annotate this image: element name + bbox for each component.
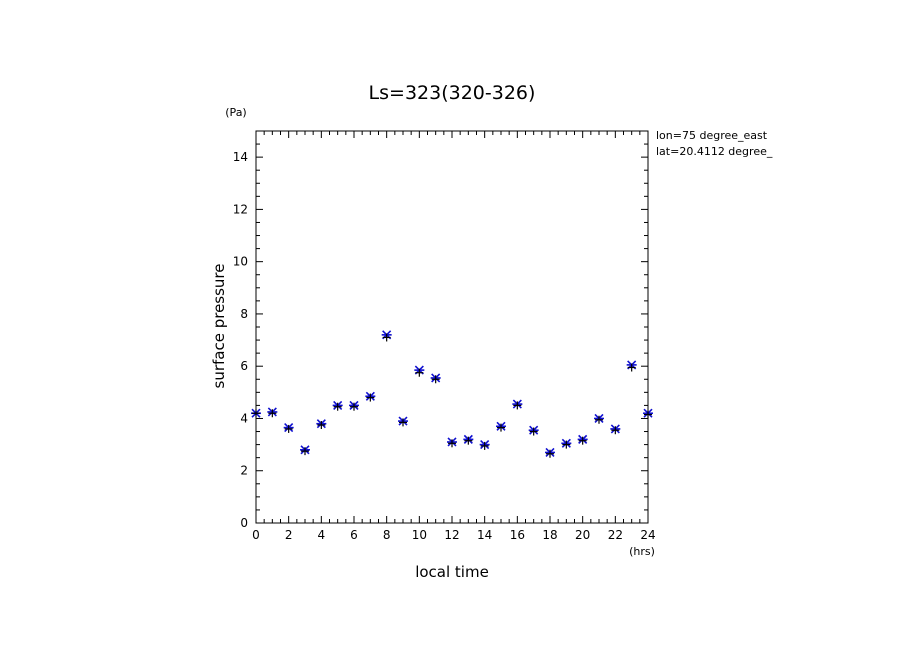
data-point-plus [627,363,636,372]
x-tick-label: 20 [575,528,590,542]
data-point-plus [301,447,309,456]
y-tick-label: 14 [233,150,248,164]
data-point-plus [252,409,260,418]
y-axis-label: surface pressure [210,264,228,389]
x-axis-label: local time [415,563,489,581]
data-point-plus [480,441,489,450]
y-tick-label: 12 [233,202,248,216]
x-tick-label: 6 [350,528,358,542]
x-tick-label: 14 [477,528,492,542]
data-marks [251,330,653,458]
data-point-plus [268,409,277,418]
y-tick-label: 4 [240,411,248,425]
x-tick-label: 16 [510,528,525,542]
axis-ticks [255,130,649,524]
x-unit-label: (hrs) [629,545,655,558]
data-point-plus [333,402,342,411]
x-tick-label: 12 [444,528,459,542]
data-point-plus [497,423,505,432]
data-point-plus [415,368,424,377]
chart-title: Ls=323(320-326) [369,82,536,104]
data-point-plus [448,439,456,448]
y-tick-label: 2 [240,464,248,478]
x-tick-label: 24 [640,528,655,542]
y-tick-label: 10 [233,255,248,269]
data-point-plus [382,333,391,342]
y-unit-label: (Pa) [225,106,246,119]
x-tick-label: 0 [252,528,260,542]
x-tick-label: 8 [383,528,391,542]
y-tick-label: 6 [240,359,248,373]
data-point-plus [595,415,603,424]
y-tick-label: 8 [240,307,248,321]
data-point-plus [611,426,620,435]
data-point-plus [529,427,538,436]
data-point-plus [464,436,473,445]
x-tick-label: 2 [285,528,293,542]
data-point-plus [366,393,375,402]
data-point-plus [431,375,440,384]
plot-frame [255,130,649,524]
x-tick-label: 10 [412,528,427,542]
data-point-plus [644,410,652,419]
y-tick-label: 0 [240,516,248,530]
data-point-plus [399,418,407,427]
x-tick-label: 4 [318,528,326,542]
data-point-plus [513,401,522,410]
data-point-plus [317,421,326,429]
data-point-plus [562,440,571,449]
x-tick-label: 22 [608,528,623,542]
data-point-plus [578,436,587,445]
data-point-plus [350,402,358,411]
data-point-plus [546,449,554,458]
data-point-plus [284,424,293,433]
annotation-lat: lat=20.4112 degree_ [656,145,773,158]
annotation-lon: lon=75 degree_east [656,129,768,142]
x-tick-label: 18 [542,528,557,542]
